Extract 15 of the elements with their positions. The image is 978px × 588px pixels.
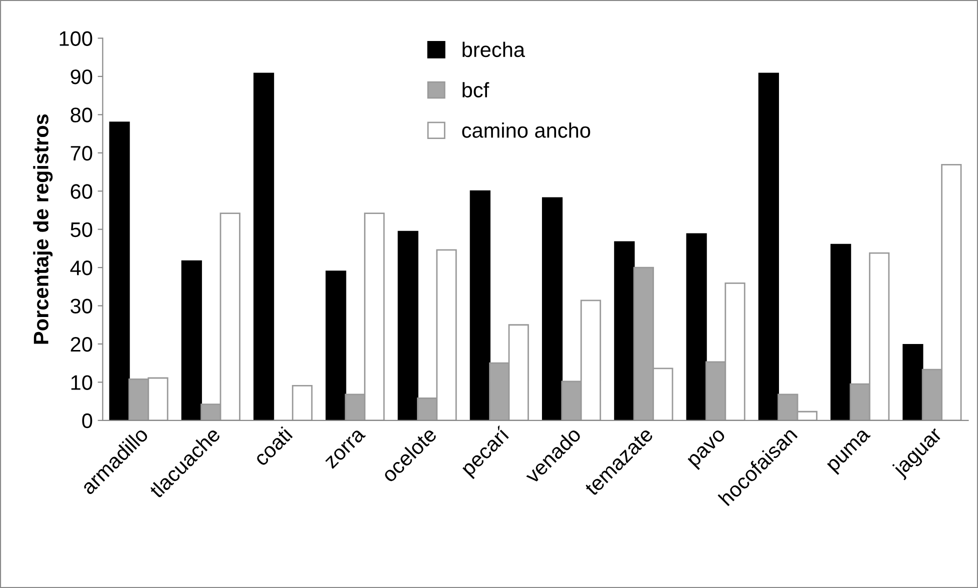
y-tick-label: 40 — [70, 260, 92, 276]
legend-label: bcf — [462, 82, 490, 98]
y-tick-label: 80 — [70, 108, 92, 122]
legend-label: brecha — [462, 42, 526, 58]
y-tick-label: 60 — [70, 184, 92, 199]
y-tick-label: 30 — [70, 298, 92, 314]
y-tick-label: 0 — [82, 413, 92, 428]
y-axis-title: Porcentaje de registros — [33, 114, 53, 344]
y-tick-label: 100 — [60, 31, 92, 46]
legend-label: camino ancho — [462, 122, 590, 138]
y-tick-label: 20 — [70, 336, 92, 352]
y-tick-label: 10 — [71, 375, 92, 390]
y-tick-label: 90 — [70, 69, 92, 84]
y-tick-label: 50 — [70, 222, 92, 238]
y-tick-label: 70 — [70, 146, 92, 161]
